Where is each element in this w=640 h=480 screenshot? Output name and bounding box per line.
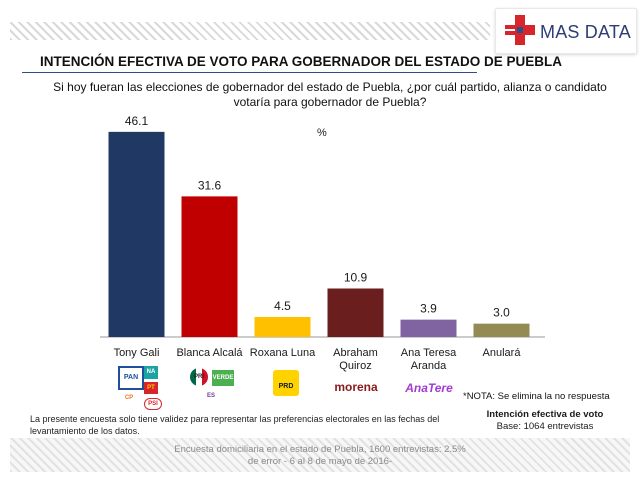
logo-na: NA (144, 366, 158, 379)
title-underline (22, 72, 477, 73)
logo-pan: PAN (118, 366, 144, 390)
category-label-5: Ana Teresa Aranda (401, 347, 457, 372)
bar-6 (473, 323, 530, 337)
footer-text: Encuesta domiciliaria en el estado de Pu… (174, 444, 466, 467)
value-label-3: 4.5 (274, 299, 291, 313)
category-label-3: Roxana Luna (250, 347, 316, 359)
brand-name: MAS DATA (540, 22, 631, 42)
value-label-4: 10.9 (344, 270, 368, 284)
bar-2 (181, 196, 238, 337)
nota-text: *NOTA: Se elimina la no respuesta (463, 391, 610, 402)
brand-cross-icon (505, 15, 535, 45)
logo-morena: morena (334, 380, 378, 394)
survey-question: Si hoy fueran las elecciones de gobernad… (53, 80, 607, 109)
base-title: Intención efectiva de voto (486, 409, 604, 420)
value-label-5: 3.9 (420, 302, 437, 316)
value-label-1: 46.1 (125, 114, 149, 128)
footer-band (10, 438, 630, 472)
bar-4 (327, 288, 384, 337)
logo-es: ES (206, 393, 215, 399)
base-subtitle: Base: 1064 entrevistas (496, 421, 594, 432)
category-label-1: Tony Gali (114, 347, 160, 359)
header-stripes (10, 22, 490, 40)
logo-cp: CP (124, 395, 134, 401)
category-label-6: Anulará (483, 347, 522, 359)
logo-pt: PT (144, 382, 158, 394)
bar-1 (108, 131, 165, 337)
logo-anatere: AnaTere (405, 381, 453, 395)
chart-title: INTENCIÓN EFECTIVA DE VOTO PARA GOBERNAD… (40, 54, 563, 69)
value-label-2: 31.6 (198, 178, 222, 192)
category-label-4: Abraham Quiroz (333, 347, 378, 372)
logo-pri: PRI (190, 368, 208, 386)
logo-prd: PRD (273, 370, 299, 396)
category-label-2: Blanca Alcalá (176, 347, 243, 359)
logo-psi: PSI (144, 398, 162, 410)
disclaimer-text: La presente encuesta solo tiene validez … (30, 414, 440, 436)
logo-verde: VERDE (212, 370, 234, 386)
bar-5 (400, 319, 457, 337)
value-label-6: 3.0 (493, 306, 510, 320)
unit-label: % (317, 127, 327, 139)
bar-3 (254, 316, 311, 337)
